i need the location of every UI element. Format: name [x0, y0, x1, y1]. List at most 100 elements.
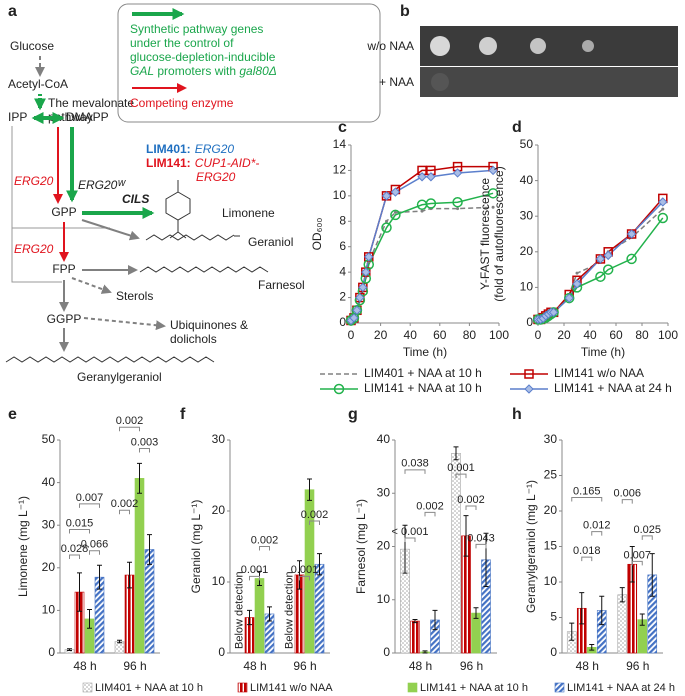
marker — [420, 209, 424, 213]
error-bar — [412, 618, 418, 624]
significance-bracket — [249, 575, 260, 581]
y-tick-label: 0 — [383, 645, 390, 659]
marker — [572, 279, 582, 289]
error-bar — [619, 587, 625, 603]
significance-bracket — [591, 531, 603, 536]
p-value: 0.003 — [131, 436, 159, 448]
y-axis-label: Y-FAST fluorescence — [478, 178, 492, 290]
marker — [575, 271, 579, 275]
x-tick-label: 20 — [557, 328, 571, 342]
spot — [431, 73, 449, 91]
significance-bracket — [571, 497, 603, 502]
y-tick-label: 20 — [212, 503, 226, 517]
node: Geraniol — [248, 235, 293, 249]
significance-bracket — [119, 426, 140, 432]
panel-letter: d — [512, 119, 522, 136]
y-tick-label: 10 — [520, 280, 534, 294]
legend-label: LIM401 + NAA at 10 h — [95, 682, 203, 694]
y-axis-label: Farnesol (mg L⁻¹) — [354, 499, 368, 594]
legend-label: LIM141 w/o NAA — [554, 366, 644, 380]
y-tick-label: 30 — [212, 432, 226, 446]
y-tick-label: 25 — [544, 468, 558, 482]
y-tick-label: 6 — [339, 239, 346, 253]
panel-letter: f — [180, 406, 186, 423]
legend-marker — [333, 383, 345, 395]
error-bar — [649, 553, 655, 597]
marker — [564, 293, 574, 303]
bar — [617, 594, 628, 654]
significance-bracket — [259, 546, 270, 551]
significance-bracket — [404, 469, 426, 474]
error-bar — [483, 532, 489, 587]
y-tick-label: 0 — [218, 645, 225, 659]
key-text: Competing enzyme — [130, 96, 234, 110]
marker — [487, 188, 499, 199]
y-axis-label: Limonene (mg L⁻¹) — [16, 496, 30, 597]
plate-image — [420, 67, 678, 97]
spot — [479, 37, 497, 55]
p-value: < 0.001 — [391, 526, 428, 538]
y-tick-label: 20 — [42, 560, 56, 574]
y-tick-label: 0 — [526, 315, 533, 329]
node: Limonene — [222, 206, 275, 220]
marker — [358, 282, 368, 293]
annotation: Below detection — [283, 571, 295, 649]
bar — [314, 563, 325, 654]
marker — [393, 210, 397, 214]
legend-swatch — [237, 682, 248, 693]
y-tick-label: 30 — [520, 208, 534, 222]
key-text: promoters with — [154, 64, 239, 78]
series-line — [350, 169, 494, 322]
marker — [385, 219, 389, 223]
error-bar — [127, 561, 132, 589]
annotation: Below detection — [233, 571, 245, 649]
panel-letter: b — [400, 3, 410, 20]
y-tick-label: 8 — [339, 213, 346, 227]
error-bar — [297, 560, 302, 590]
error-bar — [97, 564, 102, 590]
panel-letter: g — [348, 406, 358, 423]
p-value: 0.066 — [81, 539, 109, 551]
legend-swatch — [554, 682, 565, 693]
y-tick-label: 4 — [339, 264, 346, 278]
marker — [425, 198, 437, 209]
strain: LIM141: CUP1-AID*- — [146, 156, 259, 170]
arrow — [81, 219, 140, 241]
y-tick-label: 0 — [339, 315, 346, 329]
enzyme: ERG20 — [14, 174, 54, 188]
error-bar — [267, 606, 272, 622]
x-tick-label: 0 — [535, 328, 542, 342]
y-tick-label: 40 — [377, 432, 391, 446]
bar — [471, 612, 481, 654]
marker — [390, 209, 401, 221]
x-axis-label: Time (h) — [581, 345, 625, 359]
p-value: 0.165 — [573, 485, 601, 497]
node: Acetyl-CoA — [8, 77, 68, 91]
y-tick-label: 10 — [333, 188, 347, 202]
error-bar — [77, 572, 82, 612]
structure — [5, 356, 215, 363]
marker — [548, 307, 559, 318]
y-tick-label: 50 — [520, 137, 534, 151]
marker — [657, 212, 669, 224]
significance-bracket — [139, 448, 150, 453]
significance-bracket — [424, 511, 436, 517]
strain: LIM401: ERG20 — [146, 142, 234, 156]
marker — [364, 252, 374, 262]
significance-bracket — [89, 550, 100, 555]
marker — [417, 172, 427, 182]
significance-bracket — [404, 537, 416, 542]
error-bar — [463, 515, 469, 557]
error-bar — [67, 648, 72, 651]
p-value: 0.002 — [251, 534, 279, 546]
spot — [582, 40, 594, 52]
x-tick-label: 60 — [433, 328, 447, 342]
error-bar — [117, 639, 122, 644]
marker — [595, 271, 606, 282]
marker — [603, 250, 613, 261]
error-bar — [317, 553, 322, 576]
arrow — [83, 317, 166, 331]
marker — [595, 254, 606, 264]
error-bar — [422, 650, 428, 654]
